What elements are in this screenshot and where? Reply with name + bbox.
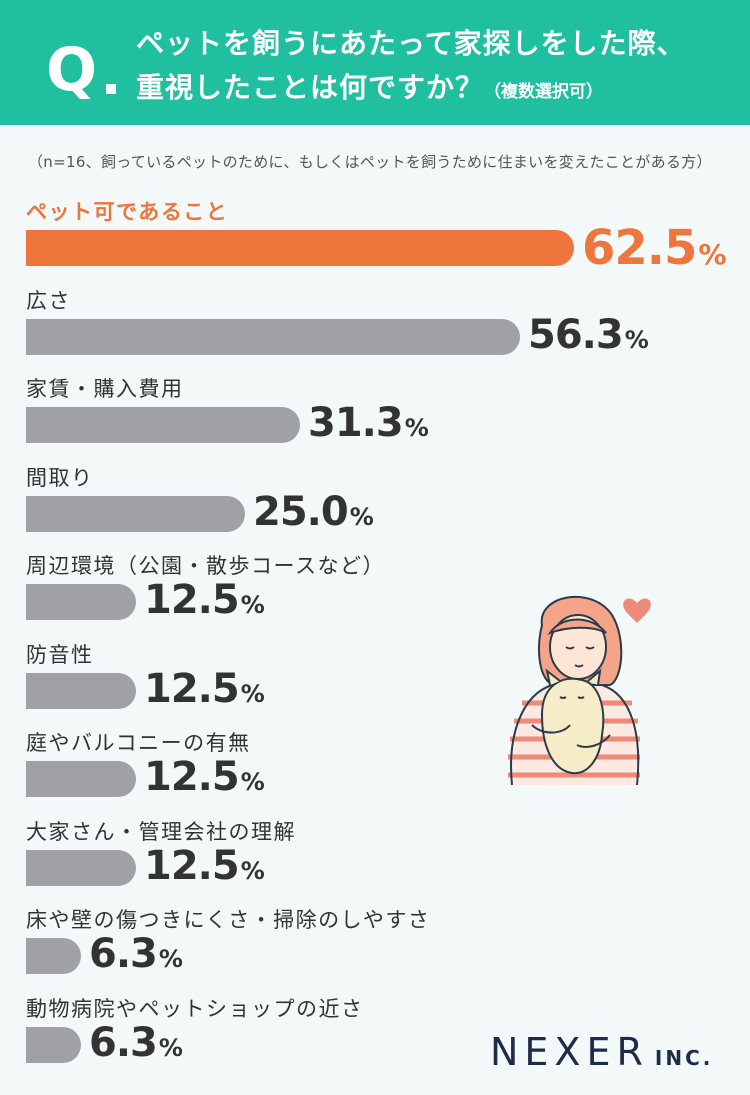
category-label: 大家さん・管理会社の理解 <box>26 819 296 844</box>
title-line-2-text: 重視したことは何ですか？ <box>136 71 485 104</box>
question-title: ペットを飼うにあたって家探しをした際、 重視したことは何ですか？（複数選択可） <box>136 22 736 114</box>
bar <box>26 672 136 709</box>
question-mark-label: Q <box>46 35 98 105</box>
value-label: 12.5% <box>144 757 265 797</box>
value-unit: % <box>624 325 649 354</box>
value-number: 12.5 <box>144 754 240 800</box>
title-line-2: 重視したことは何ですか？（複数選択可） <box>136 66 736 114</box>
value-label: 25.0% <box>253 492 374 532</box>
category-label: ペット可であること <box>26 200 229 224</box>
value-number: 6.3 <box>89 931 158 977</box>
value-label: 6.3% <box>89 934 183 974</box>
bar <box>26 230 574 266</box>
value-label: 62.5% <box>582 224 727 272</box>
value-unit: % <box>240 591 265 619</box>
value-number: 12.5 <box>144 665 240 712</box>
value-label: 12.5% <box>144 669 265 709</box>
value-number: 56.3 <box>528 311 624 358</box>
bar <box>26 849 136 886</box>
category-label: 床や壁の傷つきにくさ・掃除のしやすさ <box>26 908 431 932</box>
value-number: 12.5 <box>144 577 240 623</box>
value-unit: % <box>240 768 265 796</box>
value-label: 6.3% <box>89 1023 183 1063</box>
logo-suffix: INC. <box>654 1046 714 1070</box>
value-label: 12.5% <box>144 580 265 620</box>
value-unit: % <box>404 414 429 442</box>
header-banner: Q ペットを飼うにあたって家探しをした際、 重視したことは何ですか？（複数選択可… <box>0 0 750 125</box>
logo-main: NEXER <box>490 1030 649 1074</box>
value-unit: % <box>158 1033 183 1062</box>
bar <box>26 407 300 443</box>
value-unit: % <box>698 238 727 271</box>
question-dot <box>106 84 116 94</box>
category-label: 広さ <box>26 288 71 313</box>
value-unit: % <box>240 679 265 708</box>
value-number: 25.0 <box>253 488 349 535</box>
value-number: 6.3 <box>89 1019 158 1066</box>
sample-note: （n=16、飼っているペットのために、もしくはペットを飼うために住まいを変えたこ… <box>28 153 712 171</box>
category-label: 間取り <box>26 465 94 490</box>
value-label: 12.5% <box>144 846 265 886</box>
nexer-logo: NEXER INC. <box>490 1030 713 1074</box>
bar <box>26 584 136 620</box>
bar <box>26 938 81 974</box>
value-label: 31.3% <box>308 403 429 443</box>
value-number: 12.5 <box>144 842 240 889</box>
value-unit: % <box>158 945 183 973</box>
value-number: 62.5 <box>582 220 697 276</box>
bar <box>26 1026 81 1063</box>
bar <box>26 318 520 355</box>
woman-holding-cat-illustration <box>508 595 651 785</box>
value-unit: % <box>240 856 265 885</box>
category-label: 防音性 <box>26 642 94 667</box>
category-label: 庭やバルコニーの有無 <box>26 731 251 755</box>
value-label: 56.3% <box>528 315 649 355</box>
bar <box>26 761 136 797</box>
title-line-1: ペットを飼うにあたって家探しをした際、 <box>136 27 686 60</box>
category-label: 周辺環境（公園・散歩コースなど） <box>26 554 385 578</box>
category-label: 家賃・購入費用 <box>26 377 184 401</box>
value-unit: % <box>349 502 374 531</box>
value-number: 31.3 <box>308 400 404 446</box>
bar <box>26 495 245 532</box>
title-note: （複数選択可） <box>484 82 604 102</box>
category-label: 動物病院やペットショップの近さ <box>26 996 364 1021</box>
